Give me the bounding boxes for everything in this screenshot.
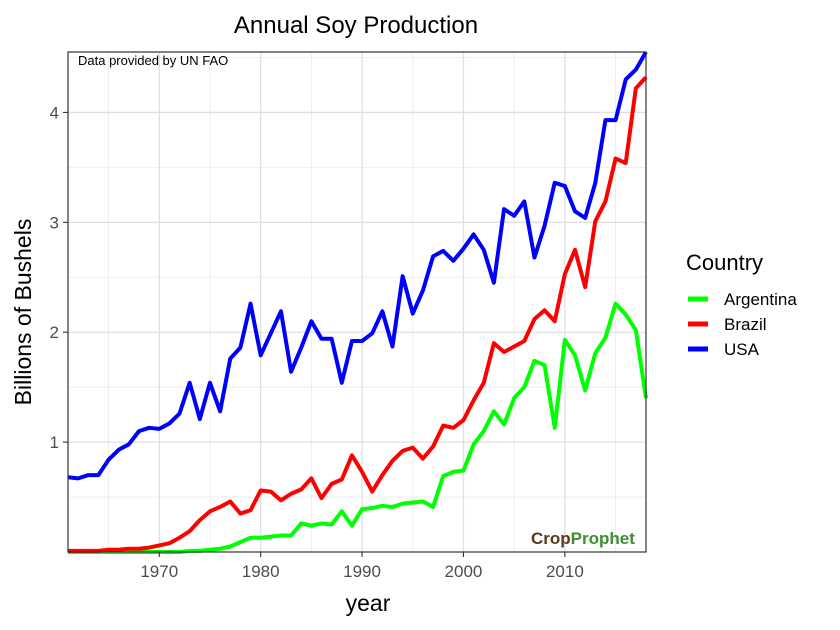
- major-gridlines: [68, 52, 646, 552]
- legend-label: USA: [724, 340, 760, 359]
- chart-title: Annual Soy Production: [234, 12, 478, 39]
- x-tick-label: 2000: [445, 562, 483, 581]
- x-axis-title: year: [346, 590, 391, 616]
- legend-label: Argentina: [724, 290, 797, 309]
- y-tick-label: 1: [50, 433, 59, 452]
- x-tick-label: 2010: [546, 562, 584, 581]
- y-axis: 1 2 3 4: [50, 103, 68, 452]
- x-tick-label: 1990: [343, 562, 381, 581]
- legend-label: Brazil: [724, 315, 767, 334]
- data-source-note: Data provided by UN FAO: [78, 53, 228, 68]
- svg-text:CropProphet: CropProphet: [531, 529, 635, 548]
- plot-background: [68, 52, 646, 552]
- legend-item-usa: USA: [688, 340, 760, 359]
- series-line-brazil: [68, 75, 648, 553]
- legend-items: Argentina Brazil USA: [688, 290, 797, 359]
- legend-item-argentina: Argentina: [688, 290, 797, 309]
- legend-title: Country: [686, 250, 763, 275]
- y-tick-label: 2: [50, 323, 59, 342]
- logo-word-prophet: Prophet: [571, 529, 636, 548]
- x-tick-label: 1980: [242, 562, 280, 581]
- x-axis: 1970 1980 1990 2000 2010: [140, 552, 584, 581]
- series-line-usa: [67, 51, 648, 481]
- logo-word-crop: Crop: [531, 529, 571, 548]
- x-tick-label: 1970: [140, 562, 178, 581]
- plot-border: [67, 51, 647, 553]
- legend: Country Argentina Brazil USA: [686, 250, 797, 359]
- y-axis-title: Billions of Bushels: [10, 219, 36, 406]
- y-tick-label: 4: [50, 103, 59, 122]
- cropprophet-logo: CropProphet: [531, 529, 635, 548]
- legend-item-brazil: Brazil: [688, 315, 767, 334]
- plot-panel: [67, 51, 648, 554]
- y-tick-label: 3: [50, 213, 59, 232]
